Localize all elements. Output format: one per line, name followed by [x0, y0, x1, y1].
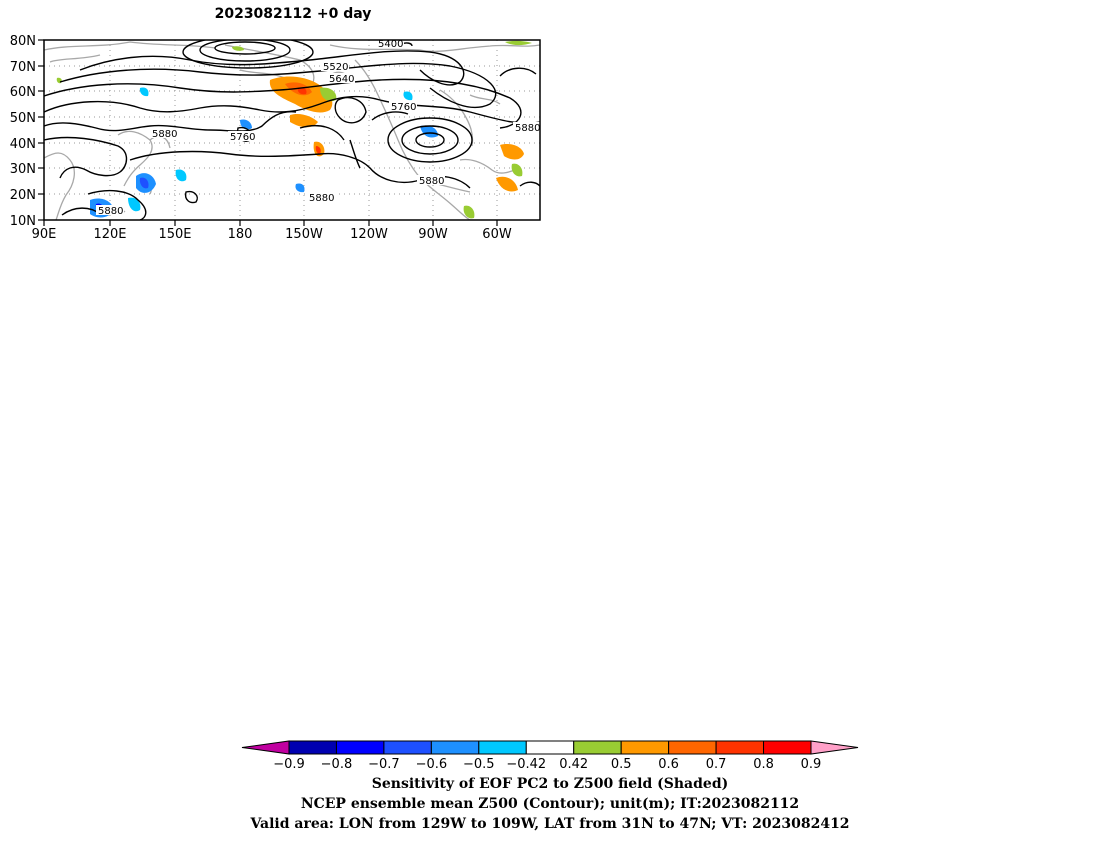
- contour-label: 5520: [323, 62, 348, 73]
- contour-label: 5760: [230, 132, 255, 143]
- contour-label: 5880: [515, 123, 540, 134]
- contour-labels: 5400 5520 5640 5760 5880 5760 5880 5880 …: [96, 39, 540, 217]
- colorbar-swatch: [715, 740, 765, 755]
- coastlines: [44, 41, 540, 220]
- lon-label: 90E: [32, 227, 57, 242]
- contour-label: 5880: [152, 129, 177, 140]
- colorbar-swatch: [620, 740, 670, 755]
- colorbar: −0.9 −0.8 −0.7 −0.6 −0.5 −0.42 0.42 0.5 0.6 0.7 0.…: [241, 740, 859, 772]
- colorbar-swatch: [763, 740, 812, 755]
- latitude-labels: 80N 70N 60N 50N 40N 30N 20N 10N: [10, 34, 36, 229]
- contour-label: 5880: [98, 206, 123, 217]
- colorbar-swatch: [335, 740, 385, 755]
- lon-label: 180: [228, 227, 253, 242]
- lat-label: 60N: [10, 85, 36, 100]
- contour-label: 5880: [419, 176, 444, 187]
- colorbar-swatch: [288, 740, 337, 755]
- lat-label: 20N: [10, 188, 36, 203]
- colorbar-tick-label: −0.42: [506, 757, 546, 772]
- caption-contour-info: NCEP ensemble mean Z500 (Contour); unit(…: [300, 796, 800, 812]
- colorbar-tick-label: −0.8: [321, 757, 353, 772]
- colorbar-swatch: [668, 740, 717, 755]
- lat-label: 50N: [10, 111, 36, 126]
- colorbar-tick-label: −0.6: [416, 757, 448, 772]
- colorbar-tick-label: 0.6: [658, 757, 679, 772]
- longitude-labels: 90E 120E 150E 180 150W 120W 90W 60W: [32, 227, 512, 242]
- caption-sensitivity: Sensitivity of EOF PC2 to Z500 field (Sh…: [371, 776, 729, 792]
- lon-label: 120E: [93, 227, 126, 242]
- colorbar-tick-label: −0.5: [463, 757, 495, 772]
- lat-label: 70N: [10, 60, 36, 75]
- colorbar-tick-label: −0.7: [368, 757, 400, 772]
- colorbar-tick-label: 0.5: [611, 757, 632, 772]
- colorbar-swatch: [525, 740, 575, 755]
- colorbar-tick-label: 0.7: [706, 757, 727, 772]
- map-plot-area: 5400 5520 5640 5760 5880 5760 5880 5880 …: [10, 34, 541, 242]
- colorbar-low-extend: [241, 740, 290, 755]
- caption-valid-area: Valid area: LON from 129W to 109W, LAT f…: [250, 816, 850, 832]
- contour-label: 5880: [309, 193, 334, 204]
- colorbar-tick-label: 0.8: [753, 757, 774, 772]
- lat-label: 80N: [10, 34, 36, 49]
- contour-label: 5640: [329, 74, 354, 85]
- contour-label: 5760: [391, 102, 416, 113]
- lon-label: 90W: [418, 227, 448, 242]
- lon-label: 150W: [285, 227, 323, 242]
- colorbar-swatch: [383, 740, 432, 755]
- map-frame: [43, 39, 541, 221]
- lon-label: 150E: [158, 227, 191, 242]
- colorbar-tick-label: 0.42: [559, 757, 588, 772]
- lat-label: 10N: [10, 214, 36, 229]
- contour-label: 5400: [378, 39, 403, 50]
- z500-contours: [44, 40, 540, 220]
- colorbar-swatch: [430, 740, 480, 755]
- colorbar-swatch: [478, 740, 527, 755]
- lon-label: 60W: [482, 227, 512, 242]
- colorbar-tick-label: 0.9: [801, 757, 822, 772]
- colorbar-tick-label: −0.9: [273, 757, 305, 772]
- lon-label: 120W: [350, 227, 388, 242]
- lat-label: 40N: [10, 137, 36, 152]
- map-title: 2023082112 +0 day: [214, 6, 372, 22]
- axis-ticks: [38, 39, 498, 226]
- lat-label: 30N: [10, 162, 36, 177]
- colorbar-high-extend: [810, 740, 859, 755]
- colorbar-swatch: [573, 740, 622, 755]
